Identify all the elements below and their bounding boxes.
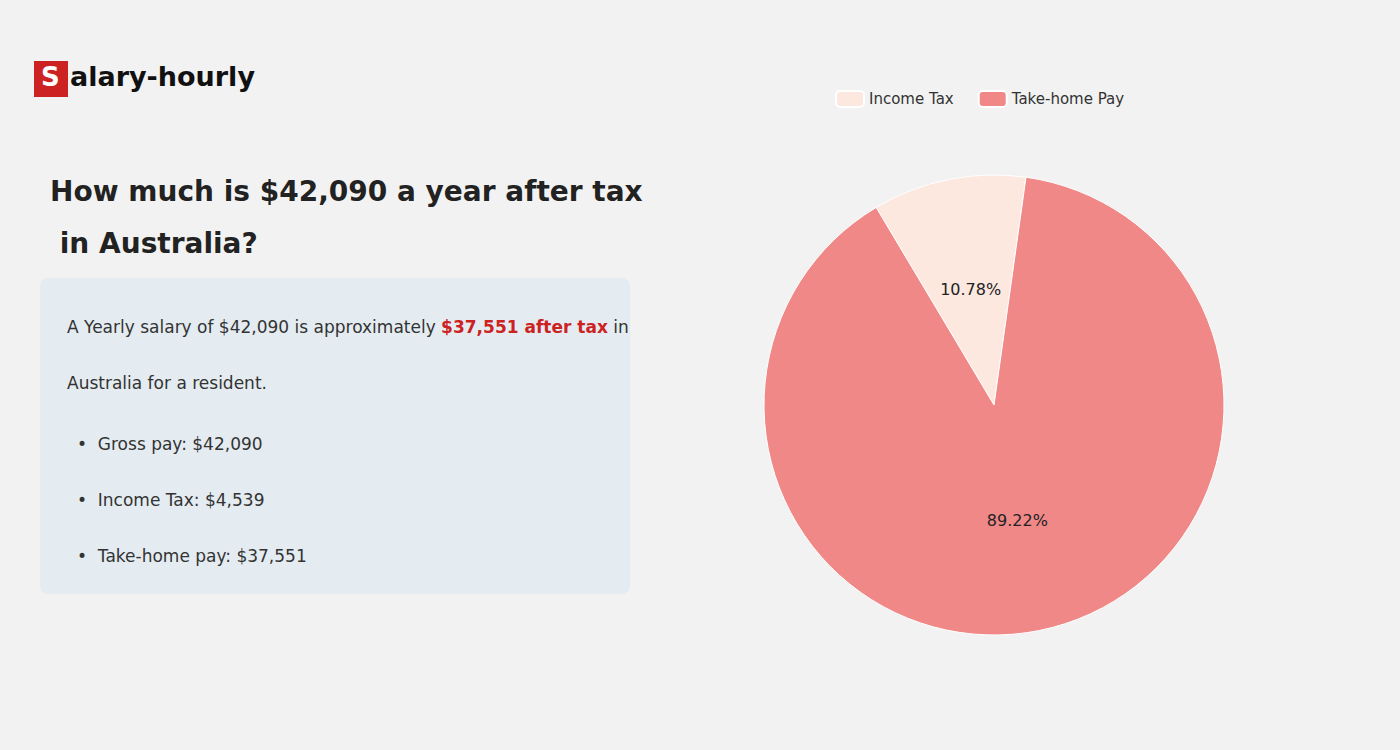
svg-text:• Gross pay: $42,090: • Gross pay: $42,090: [77, 434, 263, 454]
svg-text:S: S: [41, 62, 60, 92]
svg-text:89.22%: 89.22%: [987, 511, 1048, 530]
svg-text:Take-home Pay: Take-home Pay: [1011, 90, 1125, 108]
svg-text:in: in: [608, 317, 629, 337]
svg-text:in Australia?: in Australia?: [50, 227, 258, 260]
svg-text:• Income Tax: $4,539: • Income Tax: $4,539: [77, 490, 264, 510]
svg-text:alary-hourly: alary-hourly: [70, 61, 255, 92]
svg-text:$37,551 after tax: $37,551 after tax: [441, 317, 608, 337]
svg-text:Income Tax: Income Tax: [869, 90, 954, 108]
svg-text:How much is $42,090 a year aft: How much is $42,090 a year after tax: [50, 175, 643, 208]
svg-text:10.78%: 10.78%: [940, 280, 1001, 299]
svg-text:Australia for a resident.: Australia for a resident.: [67, 373, 267, 393]
svg-text:• Take-home pay: $37,551: • Take-home pay: $37,551: [77, 546, 307, 566]
svg-text:A Yearly salary of $42,090 is: A Yearly salary of $42,090 is approximat…: [67, 317, 441, 337]
